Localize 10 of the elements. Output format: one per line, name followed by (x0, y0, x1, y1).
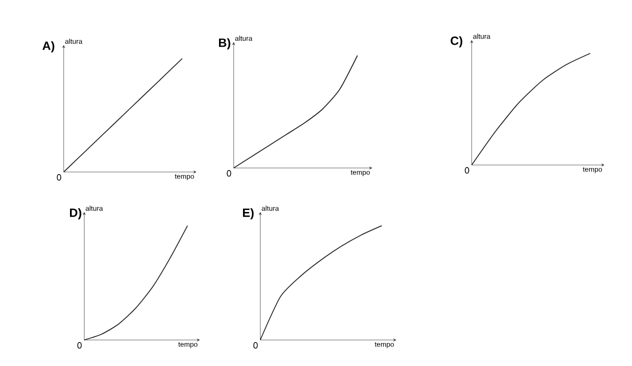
chart-title: A) (42, 41, 54, 52)
text: 0 (253, 342, 258, 349)
text: 0 (56, 174, 62, 181)
chart-title: B) (219, 38, 230, 50)
chart-title: E) (243, 208, 254, 220)
chart-title: D) (70, 208, 82, 220)
chart-title: C) (450, 36, 462, 48)
text: 0 (226, 170, 232, 177)
text: 0 (77, 342, 82, 349)
text: 0 (464, 167, 470, 174)
